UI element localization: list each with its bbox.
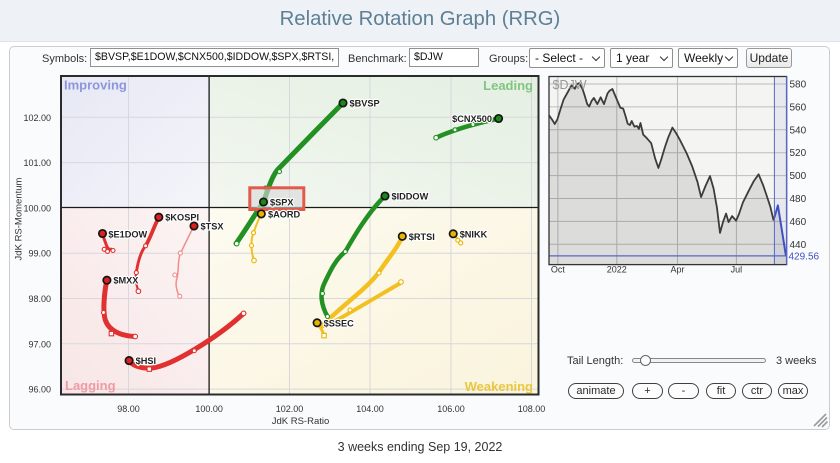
svg-text:Leading: Leading: [483, 78, 533, 93]
svg-text:$RTSI: $RTSI: [409, 232, 435, 242]
svg-text:$TSX: $TSX: [201, 222, 225, 232]
svg-text:480: 480: [790, 194, 807, 205]
svg-text:101.00: 101.00: [23, 158, 51, 168]
svg-text:580: 580: [790, 80, 807, 91]
svg-text:JdK RS-Momentum: JdK RS-Momentum: [14, 177, 25, 260]
svg-text:102.00: 102.00: [23, 113, 51, 123]
svg-text:Weakening: Weakening: [465, 379, 533, 394]
svg-text:540: 540: [790, 125, 807, 136]
svg-text:99.00: 99.00: [28, 249, 51, 259]
svg-text:$NIKK: $NIKK: [460, 229, 488, 239]
svg-text:102.00: 102.00: [276, 404, 304, 414]
svg-text:460: 460: [790, 217, 807, 228]
svg-text:$HSI: $HSI: [136, 356, 156, 366]
svg-text:$IDDOW: $IDDOW: [392, 192, 429, 202]
svg-text:Apr: Apr: [670, 265, 684, 275]
svg-text:104.00: 104.00: [356, 404, 384, 414]
svg-text:440: 440: [790, 240, 807, 251]
svg-text:Lagging: Lagging: [65, 378, 116, 393]
svg-text:100.00: 100.00: [23, 203, 51, 213]
svg-text:429.56: 429.56: [789, 252, 820, 263]
svg-text:2022: 2022: [607, 265, 627, 275]
svg-text:$MXX: $MXX: [113, 276, 139, 286]
svg-text:$AORD: $AORD: [268, 210, 301, 220]
svg-text:$SSEC: $SSEC: [324, 318, 354, 328]
svg-text:$E1DOW: $E1DOW: [108, 230, 147, 240]
svg-text:96.00: 96.00: [28, 385, 51, 395]
svg-text:JdK RS-Ratio: JdK RS-Ratio: [272, 416, 330, 427]
svg-text:Oct: Oct: [551, 265, 566, 275]
svg-text:Jul: Jul: [731, 265, 743, 275]
svg-text:$BVSP: $BVSP: [350, 99, 380, 109]
svg-text:520: 520: [790, 148, 807, 159]
svg-text:98.00: 98.00: [28, 294, 51, 304]
svg-text:$DJW: $DJW: [553, 78, 587, 92]
svg-text:$KOSPI: $KOSPI: [165, 213, 199, 223]
svg-text:97.00: 97.00: [28, 339, 51, 349]
svg-text:500: 500: [790, 171, 807, 182]
svg-text:100.00: 100.00: [195, 404, 223, 414]
svg-text:108.00: 108.00: [518, 404, 546, 414]
svg-text:$SPX: $SPX: [270, 198, 294, 208]
svg-text:$CNX500: $CNX500: [452, 114, 492, 124]
svg-text:98.00: 98.00: [117, 404, 140, 414]
svg-text:560: 560: [790, 102, 807, 113]
svg-text:106.00: 106.00: [437, 404, 465, 414]
svg-text:Improving: Improving: [64, 78, 127, 93]
